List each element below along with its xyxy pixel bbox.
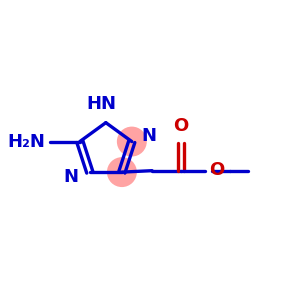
Text: N: N	[64, 168, 79, 186]
Text: O: O	[173, 117, 188, 135]
Text: N: N	[142, 128, 157, 146]
Circle shape	[117, 127, 147, 157]
Text: HN: HN	[86, 95, 116, 113]
Text: H₂N: H₂N	[8, 133, 45, 151]
Circle shape	[107, 157, 137, 187]
Text: O: O	[209, 161, 224, 179]
